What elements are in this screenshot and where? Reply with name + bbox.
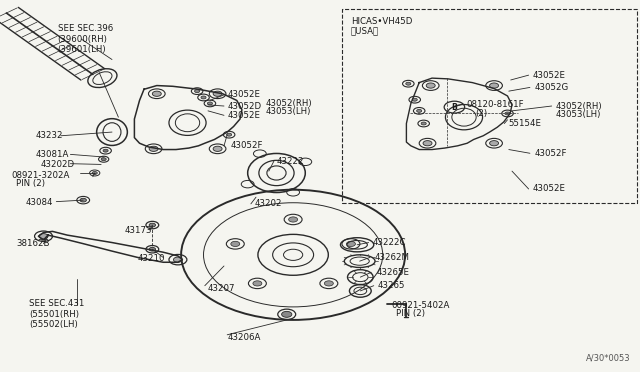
Text: (2): (2) bbox=[475, 109, 487, 118]
Circle shape bbox=[289, 217, 298, 222]
Text: SEE SEC.396
(39600(RH)
(39601(LH): SEE SEC.396 (39600(RH) (39601(LH) bbox=[58, 24, 113, 54]
Circle shape bbox=[152, 91, 161, 96]
Text: 43052E: 43052E bbox=[532, 185, 566, 193]
Circle shape bbox=[227, 133, 232, 136]
Circle shape bbox=[213, 91, 222, 96]
Text: 55154E: 55154E bbox=[509, 119, 542, 128]
Text: 43232: 43232 bbox=[35, 131, 63, 140]
Circle shape bbox=[490, 141, 499, 146]
Text: 43052E: 43052E bbox=[532, 71, 566, 80]
Circle shape bbox=[412, 98, 417, 101]
Text: B: B bbox=[452, 103, 457, 112]
Text: 43265: 43265 bbox=[378, 281, 405, 290]
Circle shape bbox=[195, 90, 200, 93]
Text: 43052E: 43052E bbox=[227, 90, 260, 99]
Text: 43052E: 43052E bbox=[227, 111, 260, 120]
Circle shape bbox=[207, 102, 212, 105]
Text: PIN (2): PIN (2) bbox=[396, 309, 424, 318]
Text: 43265E: 43265E bbox=[376, 268, 410, 277]
Circle shape bbox=[253, 281, 262, 286]
Text: 43262M: 43262M bbox=[374, 253, 410, 262]
Text: 43207: 43207 bbox=[208, 284, 236, 293]
Text: 43173: 43173 bbox=[125, 226, 152, 235]
Text: 43052(RH): 43052(RH) bbox=[556, 102, 602, 110]
Text: PIN (2): PIN (2) bbox=[16, 179, 45, 187]
Text: 43052G: 43052G bbox=[534, 83, 569, 92]
Circle shape bbox=[421, 122, 426, 125]
Text: 43052F: 43052F bbox=[534, 149, 567, 158]
Circle shape bbox=[103, 149, 108, 152]
Circle shape bbox=[149, 247, 156, 251]
Circle shape bbox=[406, 82, 411, 85]
Text: 43053(LH): 43053(LH) bbox=[556, 110, 601, 119]
Text: 43206A: 43206A bbox=[227, 333, 260, 342]
Circle shape bbox=[149, 146, 158, 151]
Circle shape bbox=[92, 171, 97, 174]
Circle shape bbox=[231, 241, 240, 247]
Circle shape bbox=[346, 241, 355, 247]
Circle shape bbox=[490, 83, 499, 88]
Circle shape bbox=[201, 96, 206, 99]
Text: 08120-8161F: 08120-8161F bbox=[466, 100, 524, 109]
Text: 43210: 43210 bbox=[138, 254, 165, 263]
Text: HICAS•VH45D: HICAS•VH45D bbox=[351, 17, 412, 26]
Text: 08921-3202A: 08921-3202A bbox=[12, 171, 70, 180]
Circle shape bbox=[423, 141, 432, 146]
Circle shape bbox=[213, 146, 222, 151]
Text: 〈USA〉: 〈USA〉 bbox=[351, 26, 379, 35]
Text: 43222C: 43222C bbox=[372, 238, 406, 247]
Bar bbox=[342, 9, 637, 203]
Circle shape bbox=[505, 112, 510, 115]
Text: 43052D: 43052D bbox=[227, 102, 261, 110]
Circle shape bbox=[149, 223, 156, 227]
Circle shape bbox=[324, 281, 333, 286]
Circle shape bbox=[417, 109, 422, 112]
Text: 38162B: 38162B bbox=[16, 239, 49, 248]
Text: 43202: 43202 bbox=[255, 199, 282, 208]
Circle shape bbox=[80, 198, 86, 202]
Circle shape bbox=[39, 234, 48, 239]
Text: 43053(LH): 43053(LH) bbox=[266, 107, 311, 116]
Text: SEE SEC.431
(55501(RH)
(55502(LH): SEE SEC.431 (55501(RH) (55502(LH) bbox=[29, 299, 84, 329]
Text: 43084: 43084 bbox=[26, 198, 53, 207]
Text: 43222: 43222 bbox=[276, 157, 304, 166]
Text: 43081A: 43081A bbox=[35, 150, 68, 159]
Text: 43202D: 43202D bbox=[40, 160, 74, 169]
Text: 43052F: 43052F bbox=[230, 141, 263, 150]
Text: A/30*0053: A/30*0053 bbox=[586, 354, 630, 363]
Text: 00921-5402A: 00921-5402A bbox=[392, 301, 450, 310]
Circle shape bbox=[173, 257, 182, 262]
Circle shape bbox=[282, 311, 292, 317]
Circle shape bbox=[426, 83, 435, 88]
Text: 43052(RH): 43052(RH) bbox=[266, 99, 312, 108]
Circle shape bbox=[101, 158, 106, 161]
